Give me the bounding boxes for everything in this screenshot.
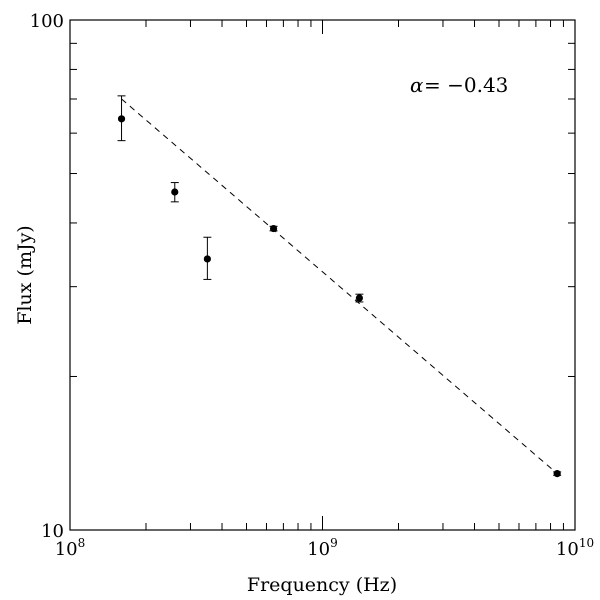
data-point (269, 224, 278, 233)
fit-line (121, 98, 558, 474)
y-tick-label: 100 (30, 11, 64, 32)
data-point (171, 188, 179, 196)
x-tick-label-exp: 8 (78, 536, 86, 550)
data-points (117, 95, 562, 478)
x-tick-label-exp: 10 (579, 536, 594, 550)
data-point (553, 469, 561, 478)
x-tick-label-base: 10 (55, 539, 78, 560)
annotation-alpha: α (410, 73, 424, 97)
x-tick-label: 1010 (556, 536, 594, 560)
data-point (355, 294, 363, 302)
annotation-value: = −0.43 (424, 73, 508, 97)
y-axis-label: Flux (mJy) (14, 225, 36, 324)
x-tick-label-base: 10 (307, 539, 330, 560)
data-point (117, 115, 126, 123)
x-axis-label: Frequency (Hz) (247, 574, 397, 596)
data-point (203, 255, 211, 263)
x-tick-label-exp: 9 (330, 536, 338, 550)
x-tick-label: 109 (307, 536, 338, 560)
axis-ticks (69, 20, 575, 531)
x-tick-label: 108 (55, 536, 86, 560)
y-tick-label: 10 (41, 521, 64, 542)
x-tick-label-base: 10 (556, 539, 579, 560)
